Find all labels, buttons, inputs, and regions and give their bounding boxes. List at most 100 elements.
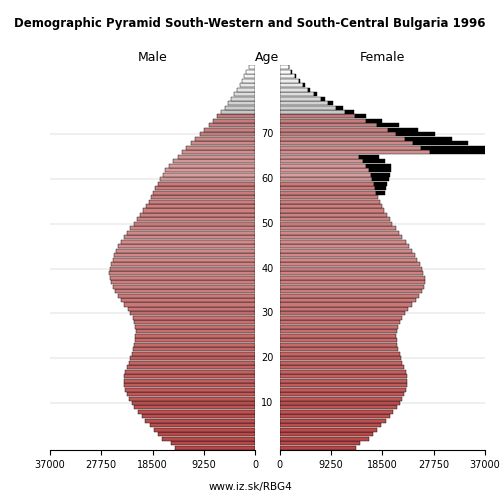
Bar (232, 96, 255, 100)
Bar (280, 96, 321, 100)
Title: Male: Male (138, 51, 168, 64)
Bar (111, 262, 255, 266)
Bar (246, 70, 255, 73)
Bar (280, 124, 377, 128)
Bar (208, 124, 255, 128)
Bar (224, 106, 255, 110)
Text: 40: 40 (262, 264, 274, 274)
Bar (321, 96, 324, 100)
Bar (280, 164, 366, 168)
Bar (118, 294, 255, 298)
Bar (221, 110, 255, 114)
Bar (240, 83, 255, 87)
Bar (140, 213, 255, 217)
Bar (421, 146, 485, 150)
Bar (137, 218, 255, 222)
Bar (110, 271, 255, 275)
Bar (217, 114, 255, 118)
Bar (127, 365, 255, 369)
Bar (280, 437, 369, 441)
Bar (280, 172, 371, 176)
Bar (138, 410, 255, 414)
Bar (150, 424, 255, 428)
Bar (151, 195, 255, 199)
Bar (112, 258, 255, 262)
Bar (175, 446, 255, 450)
Text: Demographic Pyramid South-Western and South-Central Bulgaria 1996: Demographic Pyramid South-Western and So… (14, 17, 486, 30)
Bar (132, 352, 255, 356)
Bar (280, 374, 407, 378)
Text: 30: 30 (262, 308, 274, 318)
Bar (280, 266, 422, 270)
Bar (130, 226, 255, 230)
Bar (280, 298, 415, 302)
Bar (280, 204, 382, 208)
Bar (280, 406, 397, 409)
Bar (136, 334, 255, 338)
Bar (280, 110, 345, 114)
Bar (280, 244, 409, 248)
Bar (280, 280, 425, 284)
Bar (280, 352, 400, 356)
Bar (134, 222, 255, 226)
Bar (111, 280, 255, 284)
Bar (388, 128, 418, 132)
Text: 20: 20 (262, 353, 274, 363)
Bar (280, 446, 356, 450)
Bar (280, 316, 402, 320)
Bar (143, 208, 255, 212)
Bar (136, 330, 255, 334)
Bar (280, 128, 388, 132)
Bar (280, 320, 400, 324)
Bar (280, 325, 398, 329)
Bar (126, 388, 255, 392)
Bar (204, 128, 255, 132)
Bar (430, 150, 500, 154)
Bar (336, 106, 343, 110)
Bar (280, 262, 419, 266)
Bar (126, 370, 255, 374)
Bar (124, 378, 255, 382)
Bar (114, 253, 255, 258)
Bar (363, 159, 385, 164)
Bar (280, 106, 336, 110)
Bar (280, 236, 402, 240)
Bar (168, 164, 255, 168)
Bar (153, 190, 255, 194)
Text: 10: 10 (262, 398, 274, 408)
Bar (308, 88, 310, 92)
Bar (130, 396, 255, 400)
Text: www.iz.sk/RBG4: www.iz.sk/RBG4 (208, 482, 292, 492)
Text: 70: 70 (262, 130, 274, 140)
Bar (280, 401, 400, 405)
Bar (128, 307, 255, 311)
Bar (280, 190, 376, 194)
Bar (280, 414, 390, 418)
Bar (160, 177, 255, 181)
Bar (280, 186, 374, 190)
Bar (124, 236, 255, 240)
Bar (124, 374, 255, 378)
Bar (112, 284, 255, 288)
Bar (345, 110, 354, 114)
Bar (166, 168, 255, 172)
Bar (171, 442, 255, 446)
Bar (280, 424, 382, 428)
Bar (130, 312, 255, 316)
Bar (280, 338, 397, 342)
Bar (298, 78, 300, 82)
Bar (154, 428, 255, 432)
Bar (314, 92, 317, 96)
Bar (280, 132, 396, 136)
Bar (280, 177, 372, 181)
Title: Female: Female (360, 51, 405, 64)
Bar (280, 307, 408, 311)
Title: Age: Age (256, 51, 280, 64)
Bar (280, 218, 390, 222)
Bar (280, 249, 412, 253)
Bar (280, 302, 412, 306)
Bar (244, 74, 255, 78)
Bar (146, 419, 255, 423)
Text: 50: 50 (262, 219, 274, 229)
Bar (127, 231, 255, 235)
